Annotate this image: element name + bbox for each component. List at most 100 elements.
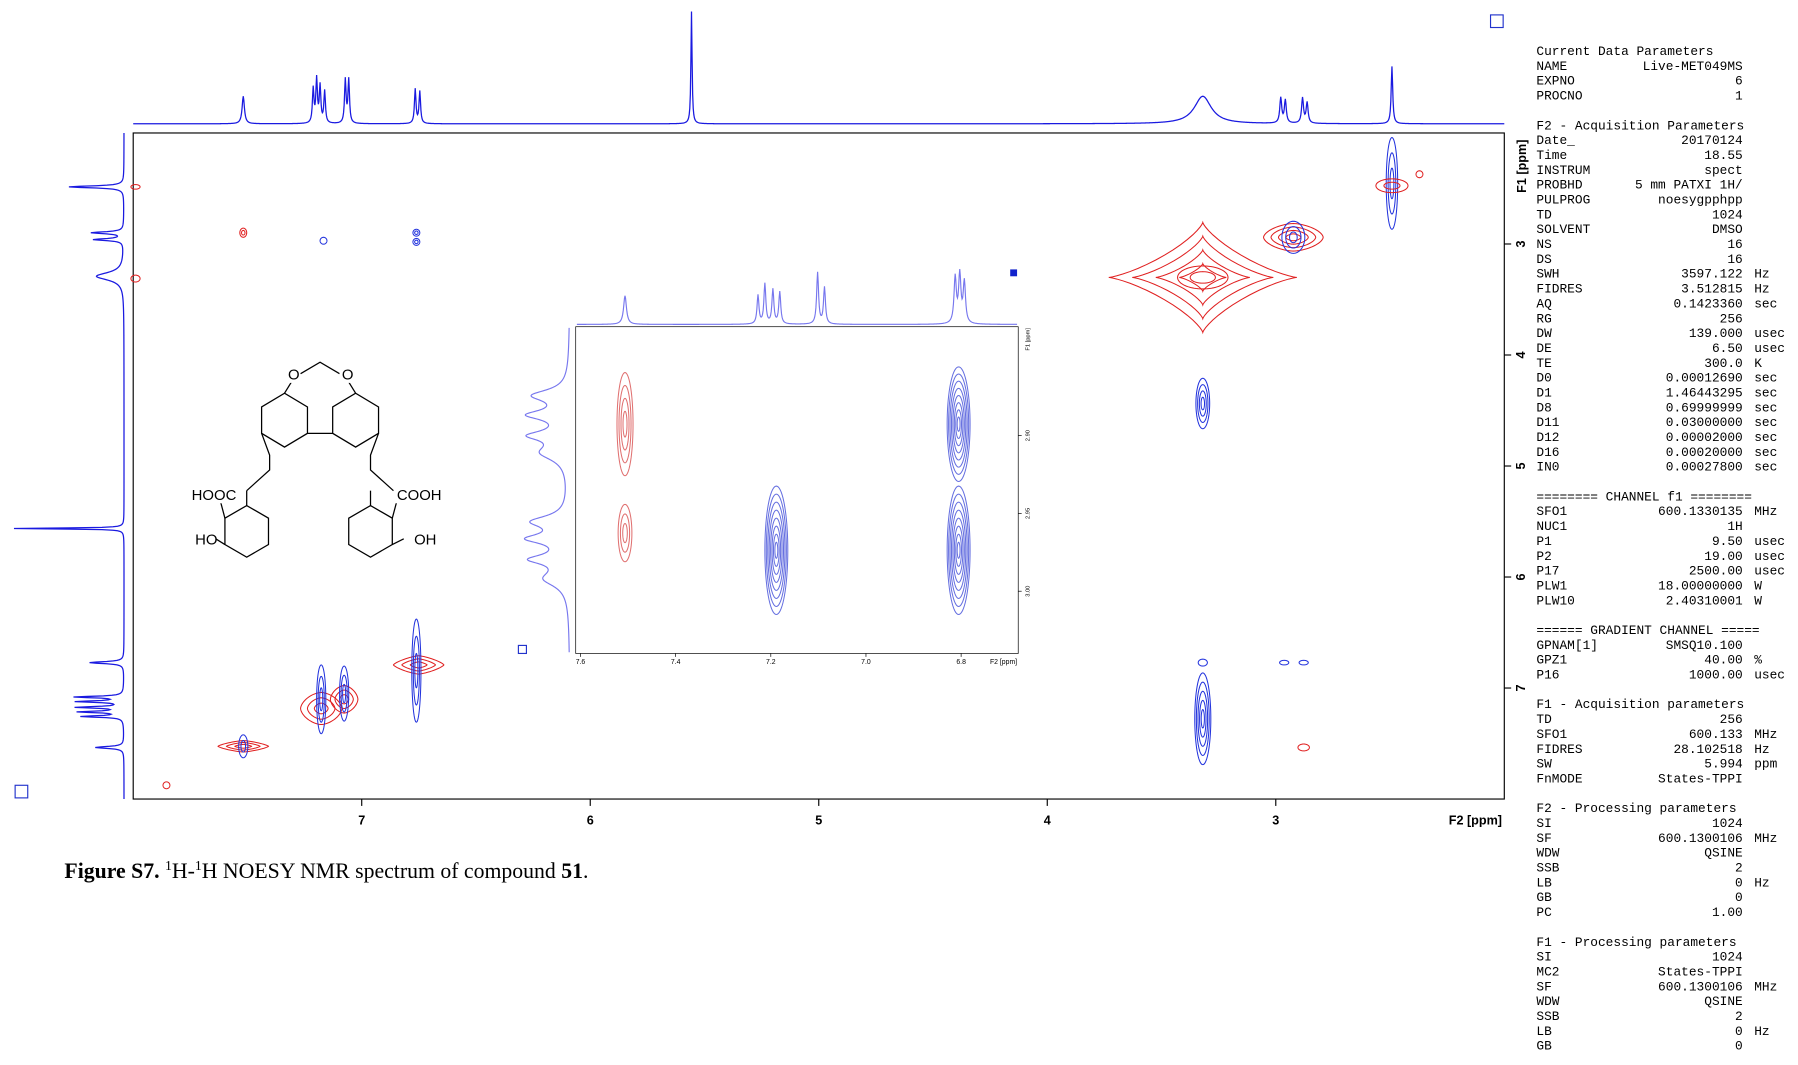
parameter-section-title: F1 - Processing parameters (1536, 935, 1736, 950)
contour (1281, 220, 1306, 254)
parameter-name: D11 (1536, 415, 1559, 430)
x-tick-label: 5 (815, 813, 822, 827)
parameter-value: 16 (1727, 237, 1742, 252)
parameter-unit: usec (1754, 668, 1785, 683)
parameter-unit: ppm (1754, 757, 1777, 772)
parameter-name: D12 (1536, 430, 1559, 445)
parameter-name: NAME (1536, 59, 1567, 74)
contour (772, 533, 780, 567)
left-projection (13, 132, 125, 800)
parameter-value: noesygpphpp (1658, 192, 1743, 207)
contour (1195, 377, 1211, 430)
label-background (189, 487, 233, 504)
parameter-value: 16 (1727, 252, 1742, 267)
parameter-name: LB (1536, 875, 1552, 890)
parameter-value: 0 (1735, 1024, 1743, 1039)
y-tick-label: 4 (1514, 351, 1528, 358)
contour (956, 416, 961, 432)
x-tick-label: 4 (1044, 813, 1051, 827)
contour (619, 513, 631, 553)
parameter-unit: MHz (1754, 727, 1777, 742)
contour (412, 237, 421, 246)
parameter-value: 1 (1735, 89, 1743, 104)
contour (1285, 233, 1302, 242)
contour (956, 541, 961, 559)
atom-label: COOH (397, 488, 442, 504)
parameter-section-title: ======== CHANNEL f1 ======== (1536, 489, 1752, 504)
contour (339, 665, 350, 722)
parameter-unit: Hz (1754, 742, 1769, 757)
parameter-unit: W (1754, 593, 1762, 608)
parameter-value: 2 (1735, 861, 1743, 876)
molecule (215, 361, 405, 558)
parameter-name: SI (1536, 950, 1551, 965)
parameter-name: DE (1536, 341, 1552, 356)
parameter-name: P16 (1536, 668, 1559, 683)
contour (1197, 384, 1209, 423)
compound-number: 51 (561, 859, 583, 883)
parameter-unit: K (1754, 356, 1762, 371)
parameter-value: 2 (1735, 1009, 1743, 1024)
parameter-name: IN0 (1536, 460, 1559, 475)
contour (1285, 226, 1302, 249)
contour (1389, 167, 1395, 200)
y-tick-label: 6 (1514, 574, 1528, 581)
parameter-value: 0.1423360 (1673, 296, 1742, 311)
parameter-value: 0.00002000 (1666, 430, 1743, 445)
parameter-name: GB (1536, 1039, 1552, 1054)
contour (764, 485, 789, 615)
contour (1195, 681, 1210, 757)
parameter-name: SOLVENT (1536, 222, 1590, 237)
parameter-section-title: F2 - Processing parameters (1536, 801, 1736, 816)
parameter-value: 9.50 (1712, 534, 1743, 549)
contour (1200, 396, 1206, 411)
contour (949, 501, 968, 599)
contour (618, 384, 632, 464)
parameter-value: 5 mm PATXI 1H/ (1635, 178, 1743, 193)
contour (1298, 659, 1309, 666)
contour (1383, 181, 1401, 190)
parameter-value: 600.133 (1689, 727, 1743, 742)
contour (316, 664, 327, 735)
parameter-unit: Hz (1754, 875, 1769, 890)
parameter-unit: usec (1754, 341, 1785, 356)
contour (1199, 699, 1207, 738)
parameter-name: SSB (1536, 861, 1559, 876)
contour (1263, 223, 1324, 252)
parameter-value: 3.512815 (1681, 282, 1743, 297)
parameter-section-title: Current Data Parameters (1536, 44, 1713, 59)
caption-text: . (583, 859, 588, 883)
parameter-value: 6 (1735, 74, 1743, 89)
parameter-unit: sec (1754, 415, 1777, 430)
x-tick-label: 7.4 (671, 659, 681, 666)
parameter-name: D16 (1536, 445, 1559, 460)
contour (770, 517, 783, 583)
parameter-unit: MHz (1754, 979, 1777, 994)
parameter-name: SSB (1536, 1009, 1559, 1024)
contour (1132, 234, 1274, 321)
marker (14, 784, 29, 799)
contour (1197, 690, 1209, 747)
contour (340, 674, 348, 713)
parameter-name: PULPROG (1536, 192, 1590, 207)
contour (392, 655, 445, 675)
contour (401, 658, 437, 672)
contour (241, 229, 246, 236)
parameter-unit: MHz (1754, 504, 1777, 519)
parameter-value: 0.00027800 (1666, 460, 1743, 475)
y-tick-label: 5 (1514, 463, 1528, 470)
parameter-name: FIDRES (1536, 282, 1582, 297)
parameter-value: 0 (1735, 890, 1743, 905)
parameter-unit: usec (1754, 564, 1785, 579)
parameter-section-title: F2 - Acquisition Parameters (1536, 118, 1744, 133)
label-background (285, 366, 299, 383)
contour (306, 697, 336, 720)
x-tick-label: 7 (358, 813, 365, 827)
parameter-unit: usec (1754, 534, 1785, 549)
parameter-unit: Hz (1754, 282, 1769, 297)
parameter-value: DMSO (1712, 222, 1743, 237)
caption-label: Figure S7. (64, 859, 159, 883)
contour (162, 781, 171, 790)
contour (1200, 709, 1205, 729)
